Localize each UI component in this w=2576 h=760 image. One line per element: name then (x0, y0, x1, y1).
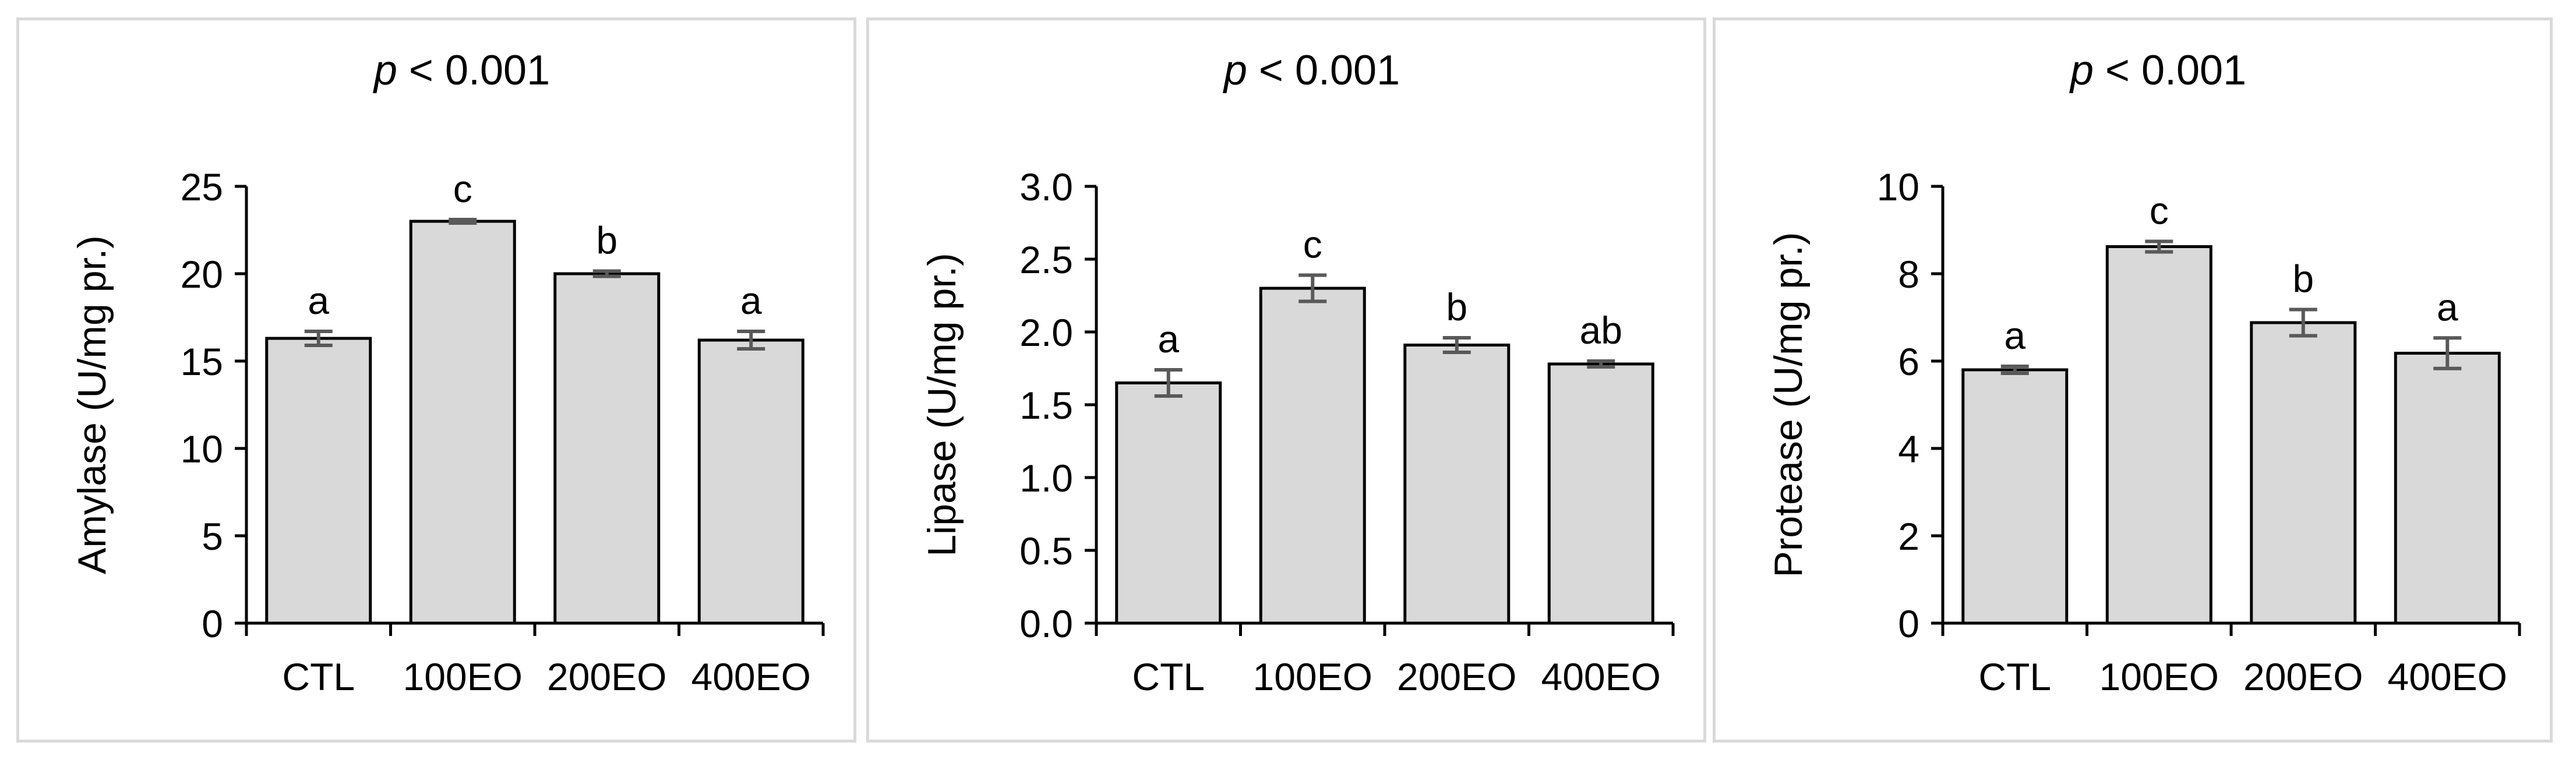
bar-100eo (409, 220, 516, 625)
title-italic-part: p (373, 47, 397, 94)
bar-200eo (553, 272, 661, 625)
y-tick-label: 2.0 (1019, 311, 1073, 354)
lipase-chart-panel: p < 0.001 Lipase (U/mg pr.) a CTL c 100EO b 200… (866, 17, 1706, 743)
significance-letter-ctl: a (1158, 317, 1179, 360)
x-tick-label-ctl: CTL (1978, 655, 2051, 698)
y-tick-label: 1.0 (1019, 457, 1073, 500)
amylase-chart: p < 0.001 Amylase (U/mg pr.) a CTL c 100EO b 20… (70, 47, 825, 698)
x-tick-label-100eo: 100EO (403, 655, 523, 698)
y-tick-label: 0.0 (1019, 602, 1073, 645)
lipase-chart-title: p < 0.001 (1223, 47, 1400, 94)
x-tick-label-100eo: 100EO (2099, 655, 2219, 698)
bar-400eo (2394, 352, 2501, 625)
x-tick-label-ctl: CTL (282, 655, 355, 698)
x-tick-label-400eo: 400EO (1541, 655, 1661, 698)
x-tick-label-400eo: 400EO (691, 655, 811, 698)
title-rest: < 0.001 (1247, 47, 1400, 94)
y-tick-label: 25 (181, 165, 223, 208)
y-tick-label: 2 (1898, 515, 1919, 558)
x-tick-label-400eo: 400EO (2388, 655, 2507, 698)
significance-letter-400eo: a (2437, 285, 2458, 328)
significance-letter-ctl: a (2004, 314, 2025, 357)
bar-200eo (1403, 344, 1511, 625)
significance-letter-200eo: b (596, 219, 617, 262)
protease-y-axis-label: Protease (U/mg pr.) (1766, 232, 1811, 577)
significance-letter-ctl: a (308, 279, 329, 322)
x-tick-label-100eo: 100EO (1253, 655, 1372, 698)
title-rest: < 0.001 (2094, 47, 2246, 94)
bar-400eo (1547, 362, 1654, 625)
y-tick-label: 10 (181, 427, 223, 471)
significance-letter-100eo: c (1303, 223, 1322, 266)
y-tick-label: 5 (202, 515, 223, 558)
bar-200eo (2250, 321, 2357, 625)
significance-letter-100eo: c (453, 167, 472, 210)
significance-letter-200eo: b (2292, 257, 2314, 301)
significance-letter-400eo: ab (1580, 309, 1622, 352)
lipase-chart: p < 0.001 Lipase (U/mg pr.) a CTL c 100EO b 200… (920, 47, 1675, 698)
amylase-y-axis-label: Amylase (U/mg pr.) (70, 235, 114, 574)
x-tick-label-200eo: 200EO (2243, 655, 2363, 698)
lipase-y-axis-label: Lipase (U/mg pr.) (920, 253, 964, 557)
bar-ctl (1961, 368, 2069, 625)
y-tick-label: 4 (1898, 427, 1919, 471)
x-tick-label-200eo: 200EO (547, 655, 666, 698)
amylase-chart-panel: p < 0.001 Amylase (U/mg pr.) a CTL c 100EO b 20… (16, 17, 856, 743)
protease-chart: p < 0.001 Protease (U/mg pr.) a CTL c 100EO b 2… (1766, 47, 2521, 698)
protease-chart-title: p < 0.001 (2069, 47, 2246, 94)
y-tick-label: 20 (181, 253, 223, 296)
x-tick-label-200eo: 200EO (1397, 655, 1516, 698)
significance-letter-100eo: c (2150, 189, 2169, 232)
bar-ctl (265, 337, 372, 625)
y-tick-label: 3.0 (1019, 165, 1073, 208)
title-italic-part: p (1223, 47, 1247, 94)
significance-letter-200eo: b (1446, 285, 1467, 328)
y-tick-label: 8 (1898, 253, 1919, 296)
y-tick-label: 0 (1898, 602, 1919, 645)
bar-100eo (1259, 287, 1366, 625)
amylase-chart-title: p < 0.001 (373, 47, 550, 94)
bar-400eo (697, 338, 804, 625)
y-tick-label: 6 (1898, 340, 1919, 383)
x-tick-label-ctl: CTL (1132, 655, 1205, 698)
y-tick-label: 0 (202, 602, 223, 645)
y-tick-label: 0.5 (1019, 529, 1073, 572)
y-tick-label: 10 (1877, 165, 1919, 208)
bar-100eo (2105, 245, 2212, 625)
y-tick-label: 2.5 (1019, 238, 1073, 281)
y-tick-label: 15 (181, 340, 223, 383)
title-rest: < 0.001 (397, 47, 550, 94)
title-italic-part: p (2069, 47, 2094, 94)
y-tick-label: 1.5 (1019, 384, 1073, 427)
bar-ctl (1115, 381, 1222, 625)
protease-chart-panel: p < 0.001 Protease (U/mg pr.) a CTL c 100EO b 2… (1713, 17, 2553, 743)
significance-letter-400eo: a (740, 279, 762, 322)
